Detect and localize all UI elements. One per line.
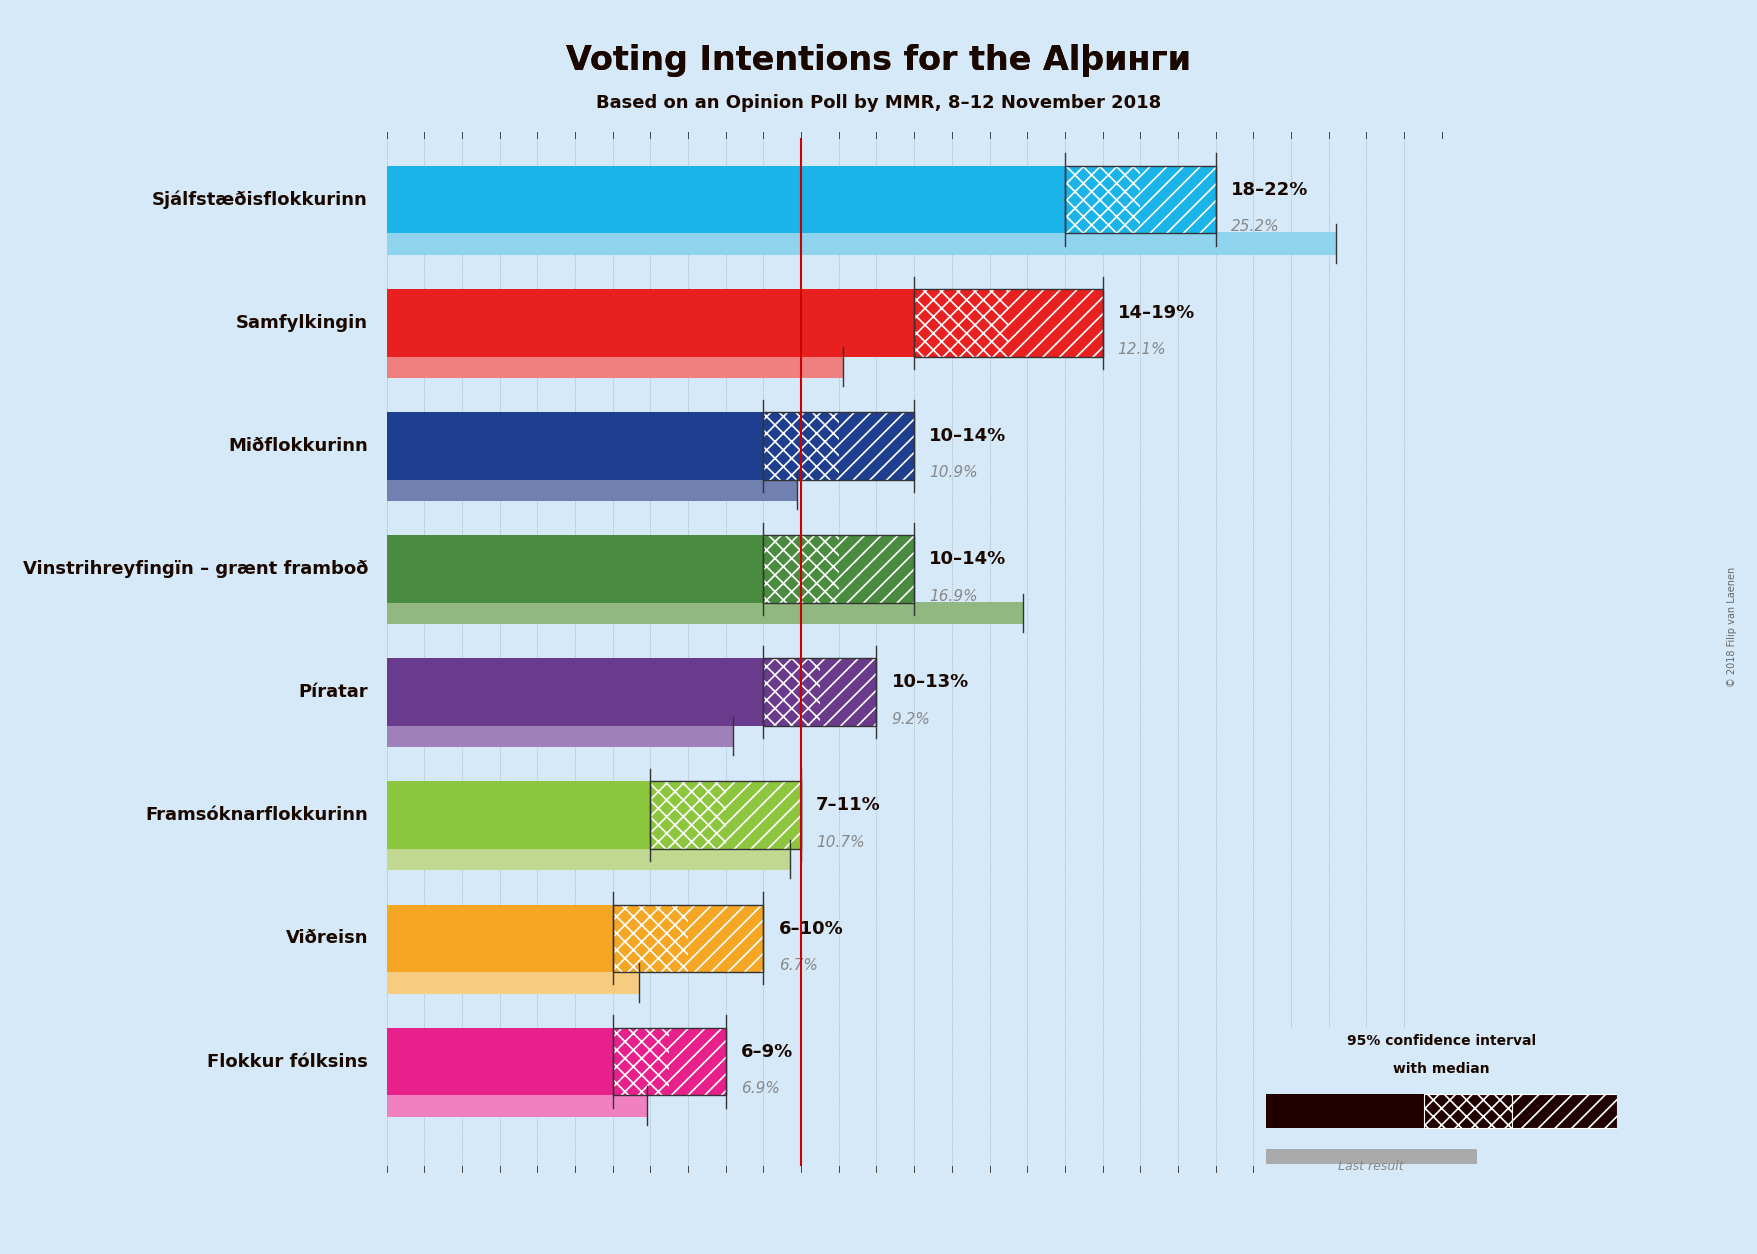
Text: Miðflokkurinn: Miðflokkurinn	[228, 436, 367, 455]
Text: Voting Intentions for the Alþинги: Voting Intentions for the Alþинги	[566, 44, 1191, 76]
Bar	[763, 535, 838, 603]
Text: © 2018 Filip van Laenen: © 2018 Filip van Laenen	[1725, 567, 1736, 687]
Bar	[669, 1028, 726, 1096]
Text: 9.2%: 9.2%	[891, 712, 929, 727]
Bar	[387, 479, 798, 500]
Bar	[1265, 1149, 1476, 1164]
Bar	[387, 602, 1023, 624]
Text: 10–13%: 10–13%	[891, 673, 968, 691]
Bar	[763, 535, 914, 603]
Bar	[387, 535, 763, 603]
Bar	[387, 413, 763, 480]
Text: Samfylkingin: Samfylkingin	[235, 314, 367, 331]
Text: 7–11%: 7–11%	[815, 796, 880, 814]
Bar	[914, 288, 1102, 356]
Bar	[387, 972, 640, 993]
Text: 14–19%: 14–19%	[1117, 303, 1195, 322]
Text: Based on an Opinion Poll by MMR, 8–12 November 2018: Based on an Opinion Poll by MMR, 8–12 No…	[596, 94, 1161, 112]
Bar	[819, 658, 877, 726]
Text: 18–22%: 18–22%	[1230, 181, 1307, 198]
Bar	[763, 413, 838, 480]
Bar	[387, 1095, 647, 1116]
Text: Sjálfstæðisflokkurinn: Sjálfstæðisflokkurinn	[153, 191, 367, 208]
Bar	[1423, 1093, 1511, 1129]
Bar	[1065, 166, 1214, 233]
Bar	[613, 1028, 669, 1096]
Bar	[726, 781, 801, 849]
Bar	[387, 781, 650, 849]
Text: Viðreisn: Viðreisn	[285, 929, 367, 948]
Bar	[387, 848, 789, 870]
Bar	[763, 658, 819, 726]
Bar	[387, 658, 763, 726]
Bar	[1009, 288, 1102, 356]
Bar	[687, 904, 763, 972]
Bar	[387, 356, 842, 377]
Bar	[1511, 1093, 1616, 1129]
Text: 6.7%: 6.7%	[778, 958, 817, 973]
Bar	[650, 781, 726, 849]
Bar	[387, 904, 613, 972]
Text: 10–14%: 10–14%	[929, 426, 1007, 445]
Bar	[387, 166, 1065, 233]
Bar	[838, 413, 914, 480]
Text: 10.7%: 10.7%	[815, 835, 864, 850]
Text: with median: with median	[1393, 1062, 1488, 1076]
Text: 6–10%: 6–10%	[778, 919, 843, 938]
Bar	[914, 288, 1009, 356]
Bar	[1065, 166, 1140, 233]
Bar	[838, 535, 914, 603]
Text: 16.9%: 16.9%	[929, 588, 977, 603]
Bar	[1265, 1093, 1423, 1129]
Bar	[387, 232, 1335, 255]
Text: 10.9%: 10.9%	[929, 465, 977, 480]
Bar	[387, 288, 914, 356]
Bar	[1140, 166, 1214, 233]
Text: 10–14%: 10–14%	[929, 551, 1007, 568]
Bar	[763, 658, 877, 726]
Text: 12.1%: 12.1%	[1117, 342, 1165, 357]
Text: Voting Intentions for the Alþинги: Voting Intentions for the Alþинги	[566, 44, 1191, 76]
Bar	[613, 904, 763, 972]
Bar	[613, 904, 687, 972]
Bar	[763, 413, 914, 480]
Text: 95% confidence interval: 95% confidence interval	[1346, 1033, 1536, 1048]
Text: Píratar: Píratar	[299, 683, 367, 701]
Bar	[650, 781, 801, 849]
Text: 25.2%: 25.2%	[1230, 219, 1279, 234]
Bar	[387, 725, 733, 747]
Bar	[387, 1028, 613, 1096]
Text: Last result: Last result	[1337, 1160, 1404, 1174]
Text: 6–9%: 6–9%	[740, 1042, 792, 1061]
Text: Vinstrihreyfingïn – grænt framboð: Vinstrihreyfingïn – grænt framboð	[23, 561, 367, 578]
Text: Flokkur fólksins: Flokkur fólksins	[207, 1052, 367, 1071]
Text: Framsóknarflokkurinn: Framsóknarflokkurinn	[146, 806, 367, 824]
Bar	[613, 1028, 726, 1096]
Text: 6.9%: 6.9%	[740, 1081, 780, 1096]
